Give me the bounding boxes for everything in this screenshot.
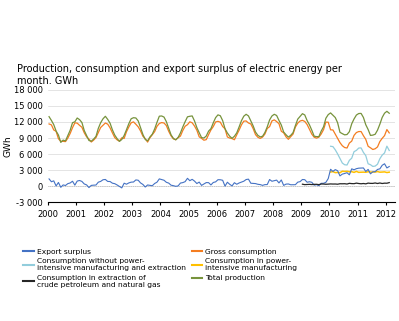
Legend: Export surplus, Consumption without power-
intensive manufacturing and extractio: Export surplus, Consumption without powe…	[20, 245, 300, 291]
Text: Production, consumption and export surplus of electric energy per
month. GWh: Production, consumption and export surpl…	[17, 64, 342, 86]
Y-axis label: GWh: GWh	[4, 135, 13, 157]
